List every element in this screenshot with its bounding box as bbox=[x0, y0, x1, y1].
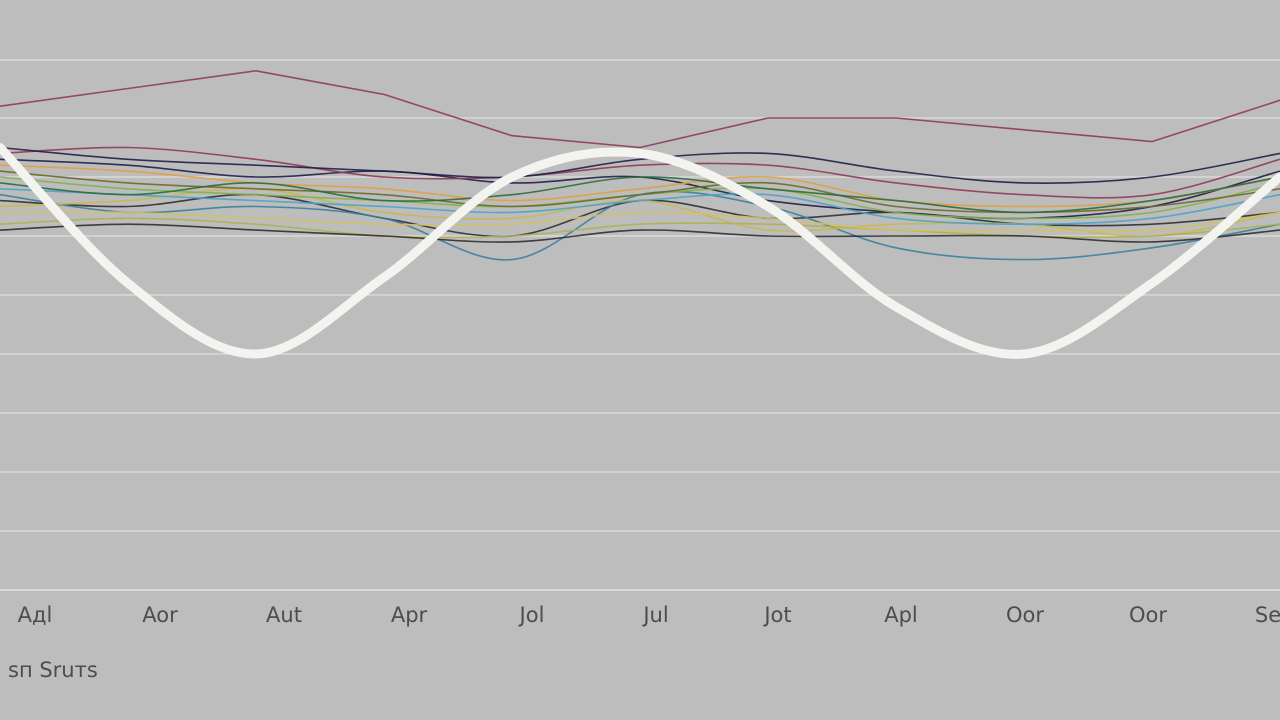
series-line bbox=[0, 69, 1280, 149]
highlight-series-line bbox=[0, 143, 1280, 359]
x-tick-label: Jul bbox=[641, 603, 668, 627]
x-tick-label: Jot bbox=[762, 603, 791, 627]
x-tick-label: Jol bbox=[518, 603, 545, 627]
series-group bbox=[0, 69, 1280, 261]
x-tick-label: Aor bbox=[142, 603, 178, 627]
series-line bbox=[0, 188, 1280, 226]
series-line bbox=[0, 217, 1280, 239]
x-tick-labels: Aдl Aor Aut Apr Jol Jul Jot Apl Oor Oor Se bbox=[18, 603, 1280, 627]
series-line bbox=[0, 211, 1280, 233]
x-tick-label: Apr bbox=[391, 603, 428, 627]
x-tick-label: Se bbox=[1255, 603, 1280, 627]
series-line bbox=[0, 176, 1280, 214]
x-tick-label: Aut bbox=[266, 603, 302, 627]
chart-caption: sп Sruтs bbox=[8, 658, 98, 682]
series-line bbox=[0, 146, 1280, 184]
x-tick-label: Oor bbox=[1129, 603, 1167, 627]
series-line bbox=[0, 164, 1280, 208]
x-tick-label: Oor bbox=[1006, 603, 1044, 627]
x-tick-label: Apl bbox=[884, 603, 918, 627]
series-line bbox=[0, 146, 1280, 199]
highlight-series-group bbox=[0, 143, 1280, 359]
x-tick-label: Aдl bbox=[18, 603, 53, 627]
series-line bbox=[0, 170, 1280, 214]
series-line bbox=[0, 223, 1280, 243]
grid bbox=[0, 59, 1280, 591]
